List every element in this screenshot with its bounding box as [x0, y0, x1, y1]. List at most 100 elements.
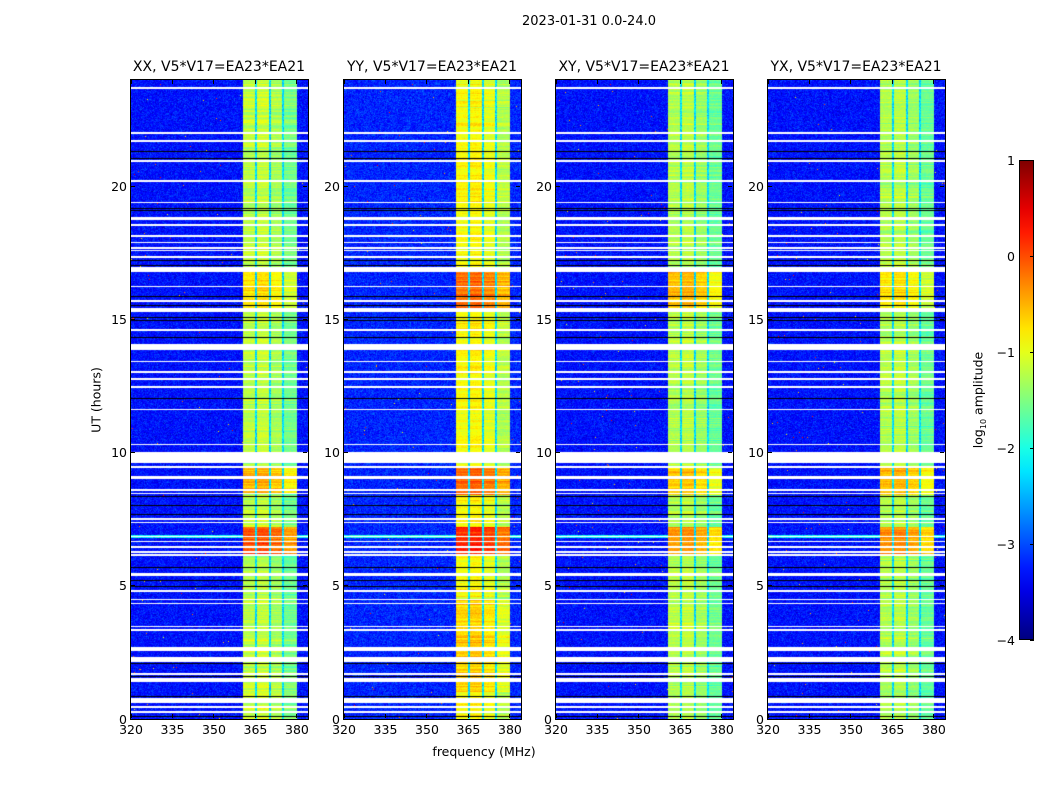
x-tick [343, 80, 345, 84]
panel-title: YY, V5*V17=EA23*EA21 [346, 59, 518, 75]
y-tick [131, 452, 135, 454]
y-tick-label: 0 [332, 711, 340, 727]
colorbar-label-text: amplitude [970, 351, 986, 419]
x-tick [767, 714, 769, 718]
y-tick-label: 20 [324, 179, 340, 194]
colorbar-tick [1030, 639, 1034, 641]
y-tick [940, 718, 944, 720]
y-tick [940, 452, 944, 454]
colorbar-tick-label: 0 [1007, 248, 1015, 264]
x-tick [808, 80, 810, 84]
colorbar-tick-label: −3 [996, 536, 1015, 552]
y-tick [516, 186, 520, 187]
colorbar-tick-label: −1 [996, 344, 1015, 360]
colorbar-tick-label: 1 [1007, 152, 1015, 168]
x-tick [638, 714, 640, 718]
y-tick [516, 452, 520, 454]
y-tick [768, 585, 772, 587]
x-tick [171, 714, 173, 718]
y-tick [556, 319, 560, 321]
x-tick [509, 714, 511, 718]
x-tick [384, 714, 386, 718]
x-tick-label: 335 [160, 722, 185, 737]
x-tick [467, 714, 469, 718]
x-tick [721, 714, 723, 718]
x-tick-label: 350 [627, 722, 651, 737]
panel-xx: XX, V5*V17=EA23*EA21 320 335 350 365 380 0 5 10… [111, 59, 309, 737]
x-tick-label: 335 [373, 722, 398, 737]
y-tick [344, 718, 348, 720]
y-tick [940, 585, 944, 587]
y-tick-label: 20 [748, 179, 764, 194]
y-tick [344, 186, 348, 187]
x-tick-label: 365 [243, 722, 268, 737]
x-tick [343, 714, 345, 718]
x-tick [213, 714, 215, 718]
x-tick [555, 714, 557, 718]
y-tick-label: 20 [536, 179, 552, 194]
y-tick-label: 5 [756, 578, 764, 594]
y-tick-label: 10 [111, 445, 127, 461]
y-tick [556, 585, 560, 587]
x-tick [384, 80, 386, 84]
colorbar-tick [1030, 159, 1034, 161]
x-tick [767, 80, 769, 84]
x-tick-label: 365 [668, 722, 693, 737]
y-tick [303, 585, 307, 587]
x-tick [933, 714, 935, 718]
y-tick [768, 718, 772, 720]
y-tick [728, 319, 732, 321]
colorbar-tick [1030, 447, 1034, 449]
y-tick [768, 186, 772, 187]
x-tick [509, 80, 511, 84]
x-tick [467, 80, 469, 84]
colorbar-label: log10 amplitude [970, 351, 989, 449]
y-tick [344, 585, 348, 587]
colorbar-label-log: log [970, 429, 986, 449]
x-tick-label: 350 [202, 722, 226, 737]
y-tick [940, 319, 944, 321]
colorbar-tick-label: −4 [996, 632, 1015, 648]
colorbar-tick [1030, 255, 1034, 257]
x-tick-label: 365 [456, 722, 481, 737]
x-tick [296, 714, 298, 718]
x-tick [850, 714, 852, 718]
colorbar-tick [1030, 351, 1034, 353]
x-tick-label: 320 [544, 722, 568, 737]
y-tick [556, 718, 560, 720]
y-tick-label: 20 [111, 179, 127, 194]
x-tick-label: 350 [839, 722, 863, 737]
heatmap-yy [344, 80, 521, 719]
y-tick [131, 186, 135, 187]
y-tick [303, 186, 307, 187]
y-tick-label: 15 [536, 312, 552, 328]
y-tick [344, 319, 348, 321]
x-tick [721, 80, 723, 84]
y-tick [768, 319, 772, 321]
y-tick-label: 10 [324, 445, 340, 461]
x-tick-label: 320 [756, 722, 780, 737]
x-tick-label: 380 [285, 722, 309, 737]
x-tick [426, 80, 428, 84]
x-tick [808, 714, 810, 718]
x-tick [933, 80, 935, 84]
x-tick [130, 714, 132, 718]
x-tick [426, 714, 428, 718]
panel-title: XX, V5*V17=EA23*EA21 [132, 59, 306, 75]
x-tick [891, 714, 893, 718]
colorbar-tick-label: −2 [996, 440, 1015, 456]
x-tick-label: 320 [332, 722, 356, 737]
x-tick [555, 80, 557, 84]
x-tick [679, 714, 681, 718]
heatmap-xy [556, 80, 733, 719]
x-tick-label: 335 [585, 722, 610, 737]
y-tick [303, 718, 307, 720]
panel-xy: XY, V5*V17=EA23*EA21 320 335 350 365 380 0 5 10… [536, 59, 734, 737]
panel-yy: YY, V5*V17=EA23*EA21 320 335 350 365 380 0 5 10… [324, 59, 522, 737]
y-tick [516, 585, 520, 587]
y-tick [728, 585, 732, 587]
y-tick-label: 15 [748, 312, 764, 328]
panel-title: XY, V5*V17=EA23*EA21 [558, 59, 730, 75]
x-tick-label: 335 [797, 722, 822, 737]
y-tick [556, 186, 560, 187]
